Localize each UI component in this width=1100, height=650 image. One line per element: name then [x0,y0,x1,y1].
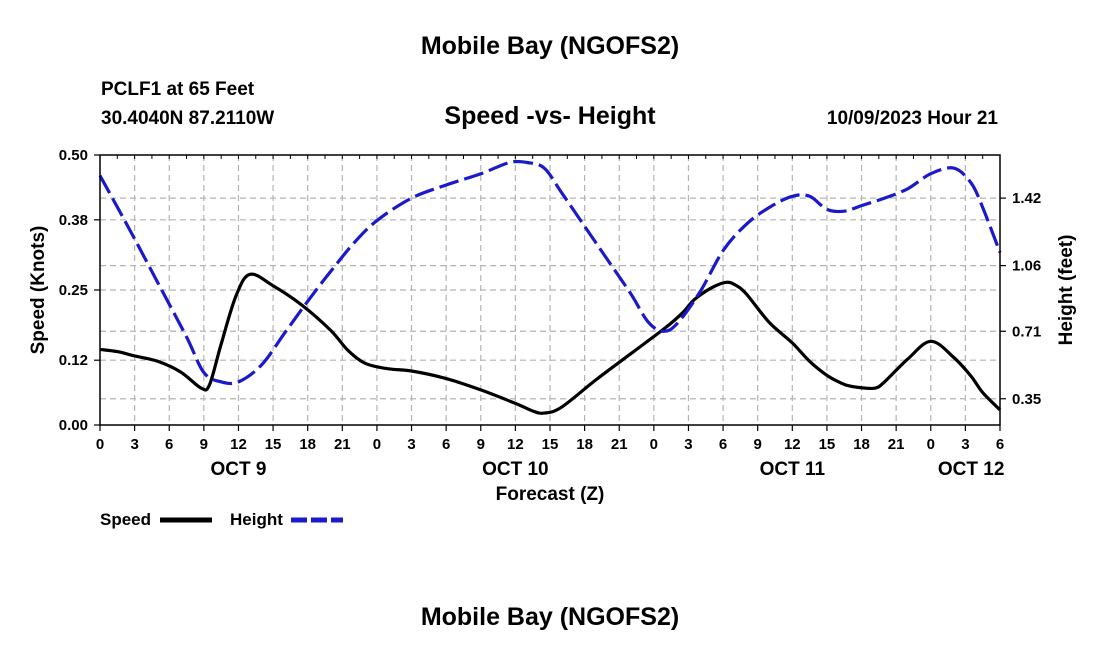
grid-layer [100,155,1000,425]
x-tick-label: 0 [373,436,381,453]
y-tick-label: 0.25 [59,282,88,299]
x-tick-label: 6 [442,436,450,453]
legend: Speed Height [100,510,343,529]
x-tick-label: 21 [611,436,628,453]
chart-subtitle: Speed -vs- Height [444,102,656,130]
x-tick-label: 9 [754,436,762,453]
x-tick-label: 12 [784,436,801,453]
y2-axis-label: Height (feet) [1056,235,1077,346]
y-tick-label: 0.50 [59,147,88,164]
chart-title: Mobile Bay (NGOFS2) [421,32,679,60]
series-layer [98,159,1002,415]
x-tick-label: 3 [961,436,969,453]
x-tick-label: 6 [996,436,1004,453]
day-label: OCT 11 [760,459,826,480]
y2-tick-label: 0.71 [1012,323,1041,340]
x-tick-label: 21 [888,436,905,453]
x-tick-label: 15 [265,436,282,453]
y-tick-label: 0.12 [59,352,88,369]
y2-tick-label: 1.06 [1012,258,1041,275]
station-name: PCLF1 at 65 Feet [101,79,255,100]
x-tick-label: 3 [407,436,415,453]
x-tick-label: 9 [477,436,485,453]
series-line-speed [99,272,1002,415]
x-tick-label: 6 [719,436,727,453]
x-tick-label: 6 [165,436,173,453]
forecast-datetime: 10/09/2023 Hour 21 [827,108,999,129]
x-tick-label: 18 [853,436,870,453]
legend-speed-label: Speed [100,510,151,529]
day-label: OCT 10 [482,459,549,480]
day-label: OCT 9 [210,459,266,480]
x-tick-label: 3 [684,436,692,453]
x-tick-label: 0 [96,436,104,453]
y2-tick-label: 1.42 [1012,190,1041,207]
x-tick-label: 12 [507,436,524,453]
tick-layer: 0 3 6 9 12 15 18 21 0 3 6 9 12 15 18 21 0 3 6 9 12 15 18 21 0 3 6 0… [59,147,1041,480]
x-tick-label: 0 [927,436,935,453]
footer-title: Mobile Bay (NGOFS2) [421,603,679,631]
y-tick-label: 0.00 [59,417,88,434]
x-tick-label: 9 [200,436,208,453]
x-tick-label: 21 [334,436,351,453]
x-tick-label: 15 [542,436,559,453]
x-tick-label: 12 [230,436,247,453]
x-axis-label: Forecast (Z) [496,484,605,505]
x-tick-label: 15 [819,436,836,453]
legend-height-label: Height [230,510,283,529]
x-tick-label: 3 [130,436,138,453]
day-label: OCT 12 [938,459,1005,480]
x-tick-label: 0 [650,436,658,453]
series-line-height [98,159,1002,386]
x-tick-label: 18 [576,436,593,453]
y-tick-label: 0.38 [59,212,88,229]
y2-tick-label: 0.35 [1012,391,1041,408]
station-coords: 30.4040N 87.2110W [101,108,274,129]
x-tick-label: 18 [299,436,316,453]
y-axis-label: Speed (Knots) [28,226,49,355]
